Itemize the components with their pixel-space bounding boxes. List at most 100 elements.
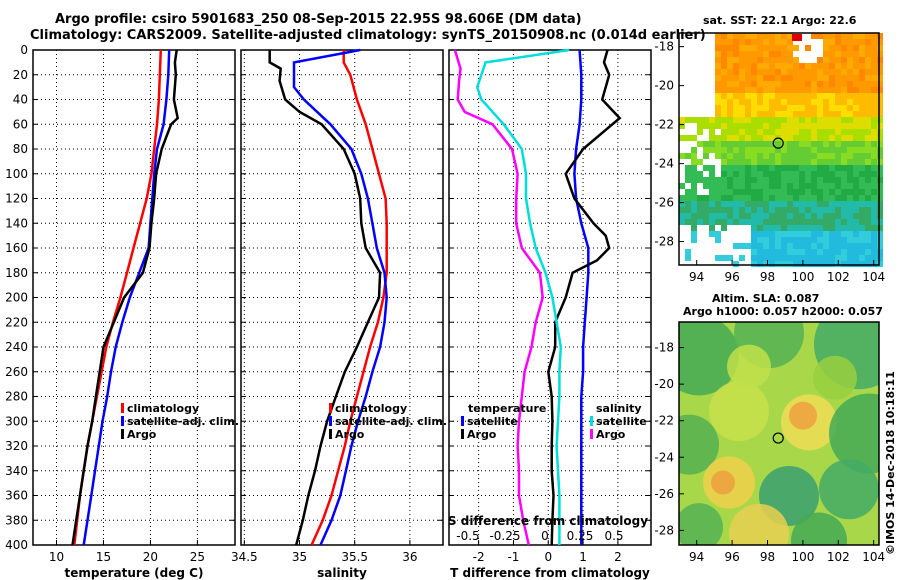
series-line-salinity-argo [453,49,544,546]
sst-cell [793,177,799,183]
sst-cell [877,87,883,93]
sst-cell [775,255,781,261]
sst-cell [823,249,829,255]
sst-cell [829,207,835,213]
sst-cell [739,105,745,111]
sst-cell [877,141,883,147]
sst-cell [859,159,865,165]
sst-cell [829,135,835,141]
sst-cell [859,111,865,117]
sst-cell [799,219,805,225]
sst-cell [877,195,883,201]
sst-cell [727,255,733,261]
sst-cell [817,243,823,249]
sst-cell [781,153,787,159]
sst-cell [811,75,817,81]
sst-cell [871,243,877,249]
sst-cell [877,105,883,111]
sst-cell [775,57,781,63]
sst-cell [769,261,775,267]
sst-cell [745,201,751,207]
sst-cell [739,117,745,123]
sst-cell [685,201,691,207]
sst-cell [799,87,805,93]
sst-cell [877,147,883,153]
sst-cell [871,105,877,111]
sst-cell [829,183,835,189]
sst-cell [679,153,685,159]
sst-cell [877,183,883,189]
sst-cell [847,117,853,123]
series-line-satellite-adj-clim- [82,49,171,546]
sst-cell [835,129,841,135]
sst-cell [775,237,781,243]
sst-cell [709,129,715,135]
sst-cell [727,129,733,135]
sst-cell [781,129,787,135]
sst-cell [751,147,757,153]
sst-cell [865,159,871,165]
sst-cell [835,135,841,141]
sst-cell [823,69,829,75]
sst-cell [763,123,769,129]
map-frame [678,321,880,546]
sst-cell [853,81,859,87]
sst-cell [835,165,841,171]
sst-cell [847,219,853,225]
sla-blob [791,512,847,545]
sst-cell [847,33,853,39]
sst-cell [769,195,775,201]
sst-cell [727,63,733,69]
sst-cell [787,69,793,75]
sst-cell [763,141,769,147]
sst-cell [757,225,763,231]
sst-cell [757,87,763,93]
sst-cell [781,225,787,231]
sst-cell [865,213,871,219]
sst-cell [859,183,865,189]
map-lon-label: 96 [724,550,739,564]
sst-cell [829,123,835,129]
sst-cell [877,261,883,267]
sst-cell [721,225,727,231]
sst-cell [751,111,757,117]
sst-cell [817,255,823,261]
sst-cell [769,45,775,51]
sst-cell [811,87,817,93]
sst-cell [769,153,775,159]
sst-cell [847,51,853,57]
sst-cell [721,45,727,51]
sst-cell [835,219,841,225]
sst-cell [829,63,835,69]
sst-cell [865,117,871,123]
sst-cell [811,63,817,69]
sst-cell [685,249,691,255]
sst-cell [877,219,883,225]
sst-cell [721,57,727,63]
sst-cell [853,201,859,207]
sst-cell [865,87,871,93]
sst-cell [787,99,793,105]
legend-swatch [590,429,593,439]
sst-cell [751,171,757,177]
sst-cell [727,159,733,165]
sst-cell [721,111,727,117]
sst-cell [763,159,769,165]
sst-cell [841,171,847,177]
sst-cell [721,39,727,45]
sst-cell [811,147,817,153]
sst-cell [865,183,871,189]
sst-cell [769,201,775,207]
sst-cell [859,135,865,141]
s-tick-label: 0 [541,529,549,543]
sst-cell [865,129,871,135]
sst-cell [865,249,871,255]
sst-cell [871,99,877,105]
sst-cell [817,99,823,105]
sst-cell [859,201,865,207]
sst-cell [781,261,787,267]
sst-cell [763,99,769,105]
sst-cell [853,177,859,183]
sst-cell [715,183,721,189]
